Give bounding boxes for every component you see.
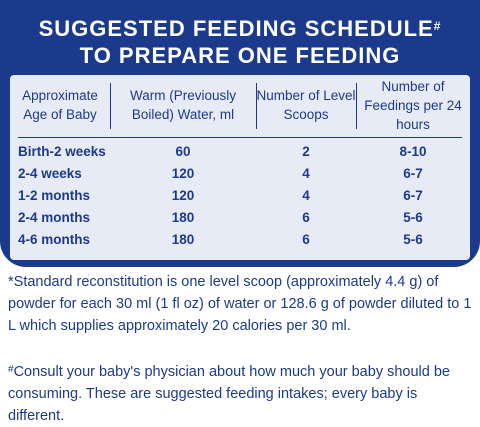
feeding-schedule-card: SUGGESTED FEEDING SCHEDULE# TO PREPARE O… [0,0,480,267]
age-cell: 1-2 months [18,188,91,203]
water-cell: 180 [171,210,195,225]
scoops-cell: 2 [302,144,310,159]
column-header-scoops: Number of Level Scoops [256,88,356,122]
age-cell: 4-6 months [18,232,91,247]
water-cell: 120 [171,188,195,203]
table-row: 2-4 months 180 6 5-6 [10,207,470,229]
water-cell: 60 [175,144,191,159]
feedings-cell: 5-6 [403,232,423,247]
consult-note: #Consult your baby's physician about how… [8,361,474,427]
column-header-age: Approximate Age of Baby [22,88,98,122]
title-line-1: SUGGESTED FEEDING SCHEDULE [38,16,434,41]
column-header-feedings: Number of Feedings per 24 hours [364,78,462,132]
header-divider [18,137,462,138]
feedings-cell: 6-7 [403,188,423,203]
table-row: 2-4 weeks 120 4 6-7 [10,163,470,185]
age-cell: 2-4 weeks [18,166,82,181]
water-cell: 180 [171,232,195,247]
scoops-cell: 6 [302,210,310,225]
column-header-water: Warm (Previously Boiled) Water, ml [129,88,236,122]
schedule-subtitle: TO PREPARE ONE FEEDING [79,43,401,68]
consult-footnote-mark: # [8,364,14,375]
title-footnote-mark: # [433,19,442,33]
scoops-cell: 4 [302,188,310,203]
reconstitution-note: *Standard reconstitution is one level sc… [8,274,472,334]
feedings-cell: 5-6 [403,210,423,225]
feeding-table: Approximate Age of Baby Warm (Previously… [10,75,470,260]
table-row: 1-2 months 120 4 6-7 [10,185,470,207]
column-divider [110,83,111,129]
scoops-cell: 4 [302,166,310,181]
feedings-cell: 6-7 [403,166,423,181]
age-cell: 2-4 months [18,210,91,225]
water-cell: 120 [171,166,195,181]
feedings-cell: 8-10 [399,144,427,159]
schedule-title: SUGGESTED FEEDING SCHEDULE# [0,16,480,42]
column-divider [356,83,357,129]
table-row: Birth-2 weeks 60 2 8-10 [10,141,470,163]
column-divider [256,83,257,129]
age-cell: Birth-2 weeks [18,144,106,159]
consult-text: Consult your baby's physician about how … [8,364,450,424]
scoops-cell: 6 [302,232,310,247]
table-row: 4-6 months 180 6 5-6 [10,229,470,251]
